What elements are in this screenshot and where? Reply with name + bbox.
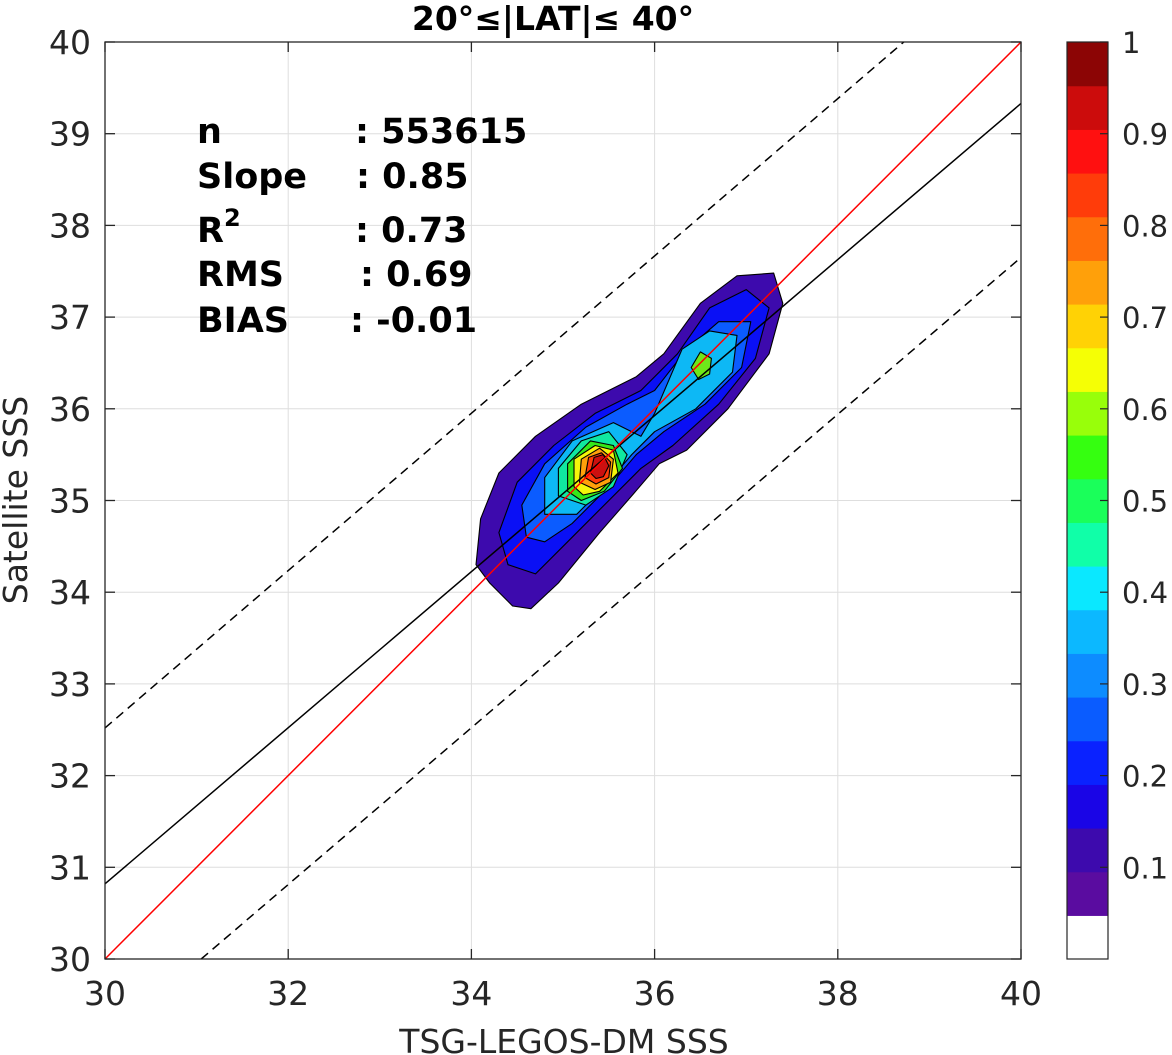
colorbar-segment [1067,435,1108,480]
stat-value: : -0.01 [350,301,477,341]
colorbar-tick-label: 0.3 [1122,668,1168,702]
stat-label: Slope [197,157,307,197]
y-tick-label: 30 [49,940,91,979]
x-tick-label: 36 [634,974,676,1013]
colorbar-segment [1067,85,1108,130]
stat-value: : 0.85 [356,157,469,197]
colorbar-segment [1067,129,1108,174]
stat-label: BIAS [197,301,289,341]
x-tick-label: 34 [450,974,492,1013]
stats-box: n : 553615 Slope : 0.85 R2 : 0.73 RMS : 0.69 BIA… [197,112,527,341]
colorbar-segment [1067,740,1108,785]
colorbar-tick-label: 0.1 [1122,851,1168,885]
colorbar-tick-label: 0.2 [1122,760,1168,794]
colorbar-segment [1067,173,1108,218]
chart-title: 20°≤|LAT|≤ 40° [412,0,694,38]
x-tick-label: 32 [267,974,309,1013]
x-tick-label: 38 [817,974,859,1013]
colorbar-tick-label: 0.7 [1122,301,1168,335]
x-tick-label: 40 [1000,974,1042,1013]
y-tick-label: 36 [49,390,91,429]
stat-value: : 0.69 [360,255,473,295]
colorbar-segment [1067,915,1108,960]
colorbar-tick-label: 0.5 [1122,485,1168,519]
upper-bound-line [104,41,905,729]
colorbar-segment [1067,828,1108,873]
colorbar-segment [1067,391,1108,436]
colorbar-segment [1067,784,1108,829]
y-tick-label: 31 [49,848,91,887]
y-tick-label: 34 [49,573,91,612]
regression-line [104,102,1022,885]
lower-bound-line [200,256,1022,960]
density-contour [690,351,712,381]
y-tick-label: 35 [49,482,91,521]
colorbar: 0.1 0.2 0.3 0.4 0.5 0.6 0.7 0.8 0.9 1 [1066,26,1168,960]
one-to-one-line [104,41,1022,960]
colorbar-segment [1067,697,1108,742]
colorbar-segment [1067,216,1108,261]
density-contour [589,454,610,480]
stat-value: : 0.73 [355,211,468,251]
colorbar-segment [1067,871,1108,916]
y-axis-label: Satellite SSS [0,396,35,605]
colorbar-segment [1067,260,1108,305]
colorbar-segment [1067,522,1108,567]
colorbar-tick-label: 1 [1122,26,1140,60]
colorbar-tick-label: 0.4 [1122,576,1168,610]
y-tick-label: 40 [49,23,91,62]
colorbar-segment [1067,347,1108,392]
colorbar-segment [1067,653,1108,698]
stat-value: : 553615 [355,112,527,152]
y-tick-label: 38 [49,206,91,245]
colorbar-tick-label: 0.9 [1122,118,1168,152]
stat-label: n [197,112,222,152]
y-tick-label: 32 [49,757,91,796]
reference-lines [104,41,1022,960]
colorbar-segment [1067,42,1108,87]
x-axis-label: TSG-LEGOS-DM SSS [398,1022,728,1055]
y-tick-label: 37 [49,298,91,337]
stat-label: R2 [197,204,241,251]
colorbar-segment [1067,566,1108,611]
colorbar-segment [1067,304,1108,349]
x-tick-label: 30 [84,974,126,1013]
axis-ticks: 30 32 34 36 38 40 30 31 32 33 34 35 36 37 38 39 40 [49,23,1042,1013]
colorbar-tick-label: 0.6 [1122,393,1168,427]
y-tick-label: 33 [49,665,91,704]
colorbar-segment [1067,609,1108,654]
y-tick-label: 39 [49,115,91,154]
stat-label: RMS [197,255,284,295]
colorbar-tick-label: 0.8 [1122,209,1168,243]
density-contours [475,272,784,610]
